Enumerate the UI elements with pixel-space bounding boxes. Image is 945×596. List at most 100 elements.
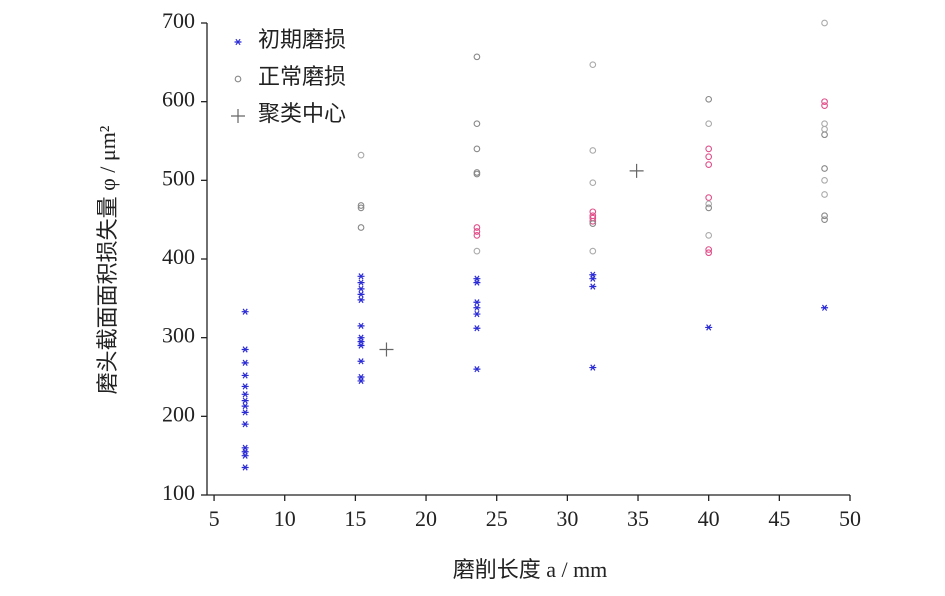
point <box>705 95 713 103</box>
point <box>473 170 481 178</box>
point <box>705 161 713 168</box>
point <box>473 304 481 311</box>
point <box>705 120 713 128</box>
point <box>589 217 597 225</box>
point <box>473 53 481 61</box>
x-tick-label: 30 <box>556 506 578 531</box>
x-tick-label: 20 <box>415 506 437 531</box>
x-axis-label: 磨削长度 a / mm <box>453 557 608 582</box>
point <box>473 232 481 239</box>
point <box>357 279 365 286</box>
x-tick-label: 50 <box>839 506 861 531</box>
point <box>821 212 828 220</box>
point <box>379 342 394 357</box>
y-tick-label: 100 <box>162 480 195 505</box>
y-axis-label: 磨头截面面积损失量 φ / μm² <box>95 125 120 394</box>
y-tick-label: 700 <box>162 8 195 33</box>
point <box>821 131 828 139</box>
point <box>357 296 365 304</box>
point <box>357 273 365 280</box>
point <box>589 208 597 216</box>
point <box>629 163 644 178</box>
point <box>589 220 597 227</box>
point <box>241 383 249 390</box>
point <box>589 271 597 278</box>
point <box>241 452 249 459</box>
point <box>241 397 249 404</box>
point <box>241 372 249 379</box>
point <box>821 191 828 198</box>
point <box>589 247 597 255</box>
point <box>589 61 597 69</box>
point <box>357 373 365 381</box>
point <box>241 308 249 315</box>
point <box>705 232 713 239</box>
point <box>473 120 481 128</box>
point <box>357 204 365 212</box>
x-tick-label: 10 <box>274 506 296 531</box>
point <box>357 291 365 298</box>
x-tick-label: 25 <box>486 506 508 531</box>
legend-symbol <box>231 109 245 123</box>
legend-symbol <box>234 38 242 46</box>
y-tick-label: 500 <box>162 165 195 190</box>
point <box>357 202 365 209</box>
y-tick-label: 200 <box>162 401 195 426</box>
point <box>357 358 365 365</box>
point <box>821 125 828 133</box>
point <box>821 98 828 106</box>
point <box>473 145 481 153</box>
point <box>705 249 713 257</box>
point <box>241 346 249 353</box>
y-tick-label: 300 <box>162 323 195 348</box>
point <box>473 310 481 318</box>
point <box>357 322 365 330</box>
x-tick-label: 45 <box>768 506 790 531</box>
point <box>473 228 481 235</box>
point <box>473 247 481 255</box>
point <box>821 304 829 311</box>
point <box>589 147 597 154</box>
point <box>821 102 828 109</box>
point <box>473 279 481 286</box>
x-tick-label: 15 <box>344 506 366 531</box>
point <box>589 179 597 187</box>
point <box>241 444 249 451</box>
point <box>705 145 713 153</box>
point <box>357 285 365 293</box>
point <box>705 246 713 253</box>
point <box>357 342 365 349</box>
y-tick-label: 600 <box>162 87 195 112</box>
point <box>357 224 365 231</box>
point <box>241 391 249 398</box>
point <box>357 334 365 341</box>
x-tick-label: 5 <box>209 506 220 531</box>
legend-symbol <box>234 75 242 83</box>
point <box>241 402 249 410</box>
x-tick-label: 40 <box>698 506 720 531</box>
point <box>357 151 365 159</box>
y-tick-label: 400 <box>162 244 195 269</box>
legend-label: 聚类中心 <box>258 101 346 126</box>
point <box>589 275 597 282</box>
point <box>473 299 481 306</box>
point <box>241 409 249 416</box>
legend-label: 正常磨损 <box>258 64 346 89</box>
point <box>473 275 481 282</box>
point <box>473 365 481 373</box>
point <box>241 448 249 455</box>
point <box>821 120 828 128</box>
point <box>357 338 365 345</box>
point <box>241 421 249 428</box>
point <box>821 19 828 27</box>
point <box>589 283 597 290</box>
point <box>357 377 365 385</box>
point <box>705 153 713 161</box>
point <box>473 325 481 332</box>
point <box>241 464 249 471</box>
point <box>705 200 713 208</box>
point <box>589 364 597 371</box>
point <box>821 165 828 172</box>
point <box>705 194 713 201</box>
